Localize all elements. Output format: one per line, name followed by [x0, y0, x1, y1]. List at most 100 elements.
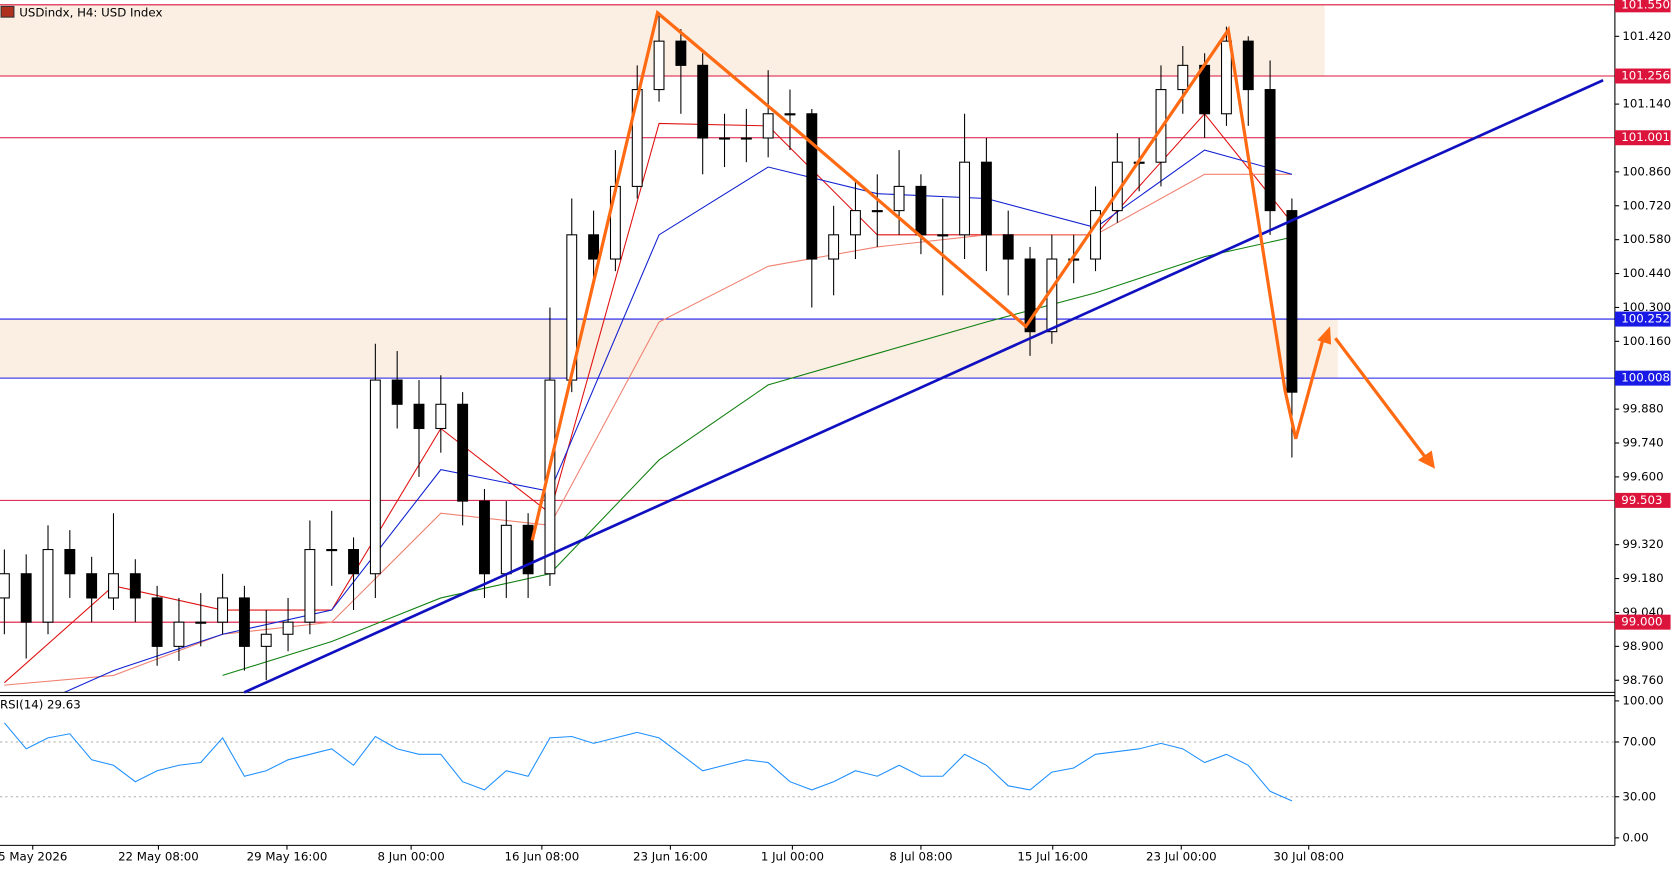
candle-body [238, 597, 250, 647]
candle-body [457, 403, 469, 502]
candle-body [980, 161, 992, 236]
candle-body [1286, 210, 1298, 393]
moving-average [4, 112, 1293, 684]
candle-body [828, 234, 840, 260]
level-tag [1614, 130, 1671, 146]
x-tick-label: 29 May 16:00 [247, 850, 328, 864]
arrowhead [1317, 326, 1332, 345]
candle-body [915, 185, 927, 236]
candle-body [413, 403, 425, 430]
y-tick-label: 101.140 [1622, 97, 1671, 111]
arrowhead [1417, 450, 1435, 469]
y-tick-label: 100.160 [1622, 334, 1671, 348]
candle-body [260, 633, 272, 647]
pattern-line [530, 9, 1326, 541]
level-label: 101.001 [1621, 130, 1670, 144]
y-tick-label: 0.00 [1622, 830, 1648, 844]
level-label: 101.256 [1621, 69, 1670, 83]
candle-body [544, 379, 556, 575]
candle-body [937, 234, 949, 237]
level-label: 100.252 [1621, 312, 1670, 326]
x-tick-label: 23 Jun 16:00 [633, 850, 708, 864]
y-tick-label: 30.00 [1622, 789, 1656, 803]
candle-body [173, 621, 185, 647]
y-tick-label: 99.880 [1622, 402, 1663, 416]
y-tick-label: 100.580 [1622, 232, 1671, 246]
candle-body [959, 161, 971, 236]
chart-title: USDindx, H4: USD Index [19, 5, 162, 19]
x-tick-label: 8 Jun 00:00 [377, 850, 444, 864]
candle-body [195, 621, 207, 624]
candle-body [653, 40, 665, 91]
y-tick-label: 100.440 [1622, 266, 1671, 280]
candle-body [588, 234, 600, 260]
x-tick-label: 30 Jul 08:00 [1273, 850, 1344, 864]
level-label: 101.550 [1621, 0, 1670, 11]
moving-average [222, 236, 1293, 676]
candle-body [1199, 64, 1211, 115]
candle-body [609, 185, 621, 260]
level-tag [1614, 311, 1671, 327]
price-panel [0, 4, 1615, 693]
level-label: 99.503 [1621, 493, 1662, 507]
candle-body [893, 185, 905, 212]
level-tag [1614, 0, 1671, 13]
y-tick-label: 99.180 [1622, 571, 1663, 585]
candle-body [217, 597, 229, 623]
candle-body [1220, 40, 1232, 115]
y-tick-label: 100.720 [1622, 198, 1671, 212]
y-tick-label: 98.760 [1622, 673, 1663, 687]
y-tick-label: 99.740 [1622, 436, 1663, 450]
trendline [243, 79, 1604, 694]
y-tick-label: 99.320 [1622, 537, 1663, 551]
level-tag [1614, 492, 1671, 508]
y-tick-label: 100.860 [1622, 164, 1671, 178]
candle-body [740, 137, 752, 140]
rsi-title: RSI(14) 29.63 [0, 698, 81, 712]
candle-body [697, 64, 709, 139]
candle-body [282, 621, 294, 635]
y-tick-label: 100.00 [1622, 693, 1663, 707]
rsi-panel [0, 722, 1615, 802]
zone [0, 319, 1338, 379]
level-label: 99.000 [1621, 615, 1662, 629]
x-tick-label: 15 Jul 16:00 [1017, 850, 1088, 864]
candle-body [108, 573, 119, 599]
level-tag [1614, 614, 1671, 630]
candle-body [871, 210, 883, 213]
candle-body [369, 379, 381, 575]
x-tick-label: 22 May 08:00 [118, 850, 199, 864]
candle-body [348, 548, 359, 575]
y-tick-label: 70.00 [1622, 734, 1656, 748]
candle-body [1024, 258, 1036, 333]
candle-body [479, 500, 490, 575]
candle-body [784, 113, 796, 116]
candle-body [850, 210, 861, 236]
y-tick-label: 100.300 [1622, 300, 1671, 314]
candle-body [304, 548, 316, 623]
candle-body [151, 597, 163, 647]
candle-body [806, 113, 818, 260]
level-tag [1614, 68, 1671, 84]
rsi-line [3, 722, 1293, 802]
candle-body [435, 403, 447, 430]
candle-body [42, 548, 54, 623]
candle-body [522, 524, 534, 575]
candle-body [500, 524, 512, 575]
candle-body [129, 573, 141, 599]
candle-body [1177, 64, 1189, 91]
y-tick-label: 101.420 [1622, 29, 1671, 43]
x-tick-label: 1 Jul 00:00 [761, 850, 824, 864]
x-tick-label: 8 Jul 08:00 [889, 850, 952, 864]
candle-body [64, 548, 76, 575]
candle-body [762, 113, 774, 139]
candle-body [1242, 40, 1254, 91]
x-tick-label: 23 Jul 00:00 [1146, 850, 1217, 864]
candle-body [719, 137, 730, 140]
projection-arrow [1334, 337, 1429, 462]
annotations [243, 9, 1604, 694]
y-tick-label: 99.600 [1622, 469, 1663, 483]
x-tick-label: 16 Jun 08:00 [504, 850, 579, 864]
